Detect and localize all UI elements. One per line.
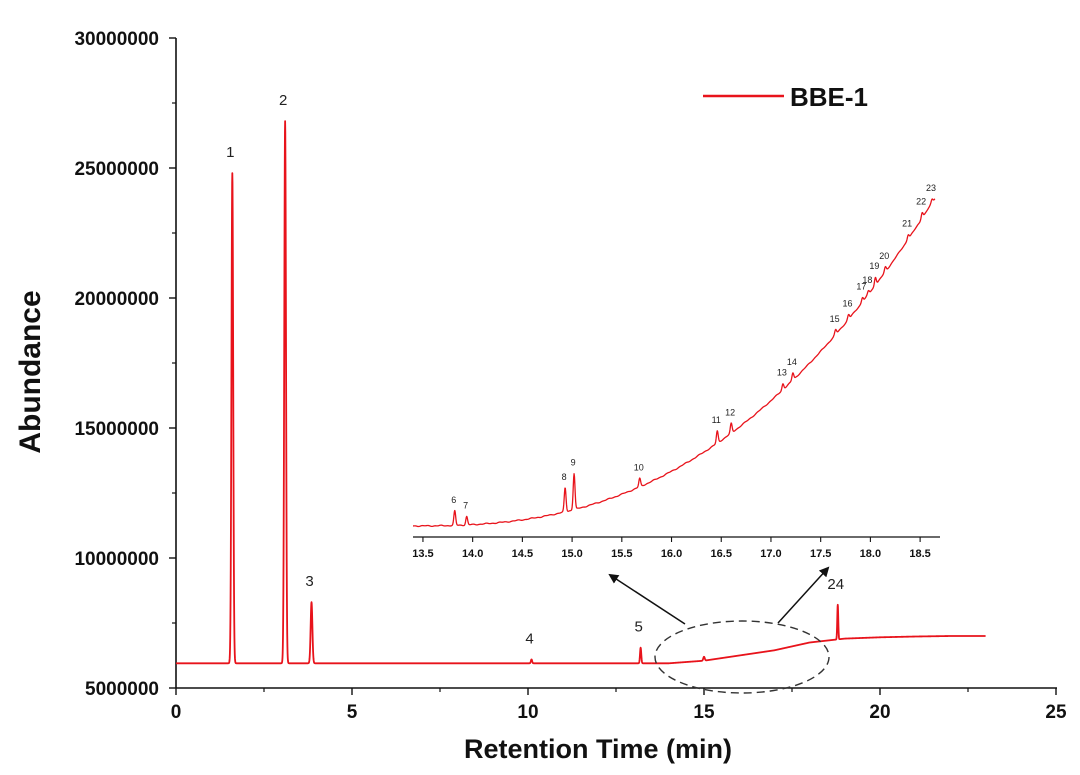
series-line-bbe-1 (175, 120, 987, 665)
inset-x-tick-label: 16.0 (661, 548, 682, 560)
inset-peak-label: 9 (571, 458, 576, 468)
inset-peak-label: 16 (843, 299, 853, 309)
inset-x-tick-label: 17.5 (810, 548, 831, 560)
x-axis-title: Retention Time (min) (464, 734, 732, 764)
inset-peak-label: 11 (712, 415, 721, 425)
zoom-arrow-right (777, 566, 830, 624)
legend: BBE-1 (703, 82, 868, 112)
inset-x-tick-label: 18.0 (860, 548, 881, 560)
inset-peak-label: 20 (879, 251, 889, 261)
zoom-region-ellipse (654, 620, 830, 694)
y-tick-label: 25000000 (74, 159, 159, 180)
main-plot: 0 5 10 15 20 25500000010000000150000002000000… (74, 29, 1067, 723)
peak-label: 3 (305, 573, 313, 590)
peak-label: 24 (827, 576, 844, 593)
inset-peak-label: 13 (777, 368, 787, 378)
inset-x-tick-label: 16.5 (711, 548, 732, 560)
inset-axis-ticks (422, 537, 921, 542)
x-tick-label: 5 (347, 702, 358, 723)
inset-tick-labels: 13.5 14.0 14.5 15.0 15.5 16.0 16.5 17.0 17.5 18.0… (412, 548, 931, 560)
inset-peak-label: 12 (725, 408, 735, 418)
y-tick-label: 15000000 (74, 419, 159, 440)
inset-x-tick-label: 15.5 (611, 548, 632, 560)
inset-peak-label: 17 (856, 281, 866, 291)
inset-peak-label: 18 (862, 275, 872, 285)
y-tick-label: 30000000 (74, 29, 159, 50)
inset-peak-label: 22 (916, 196, 926, 206)
legend-entry-bbe-1: BBE-1 (790, 82, 868, 112)
inset-x-tick-label: 15.0 (561, 548, 582, 560)
x-tick-label: 15 (693, 702, 715, 723)
main-axis-ticks (169, 37, 1057, 695)
inset-peak-label: 10 (634, 462, 644, 472)
inset-x-tick-label: 18.5 (909, 548, 930, 560)
inset-peak-label: 6 (451, 495, 456, 505)
inset-x-tick-label: 14.5 (512, 548, 533, 560)
x-tick-label: 20 (869, 702, 890, 723)
y-tick-label: 20000000 (74, 289, 159, 310)
inset-x-tick-label: 14.0 (462, 548, 483, 560)
y-axis-title: Abundance (14, 290, 47, 453)
zoom-arrow-left (608, 573, 686, 625)
inset-peak-label: 15 (830, 314, 840, 324)
peak-label: 1 (226, 144, 234, 161)
inset-x-tick-label: 13.5 (412, 548, 433, 560)
peak-label: 5 (634, 619, 642, 636)
inset-plot: 13.5 14.0 14.5 15.0 15.5 16.0 16.5 17.0 17.5 18.0… (412, 183, 940, 560)
inset-peak-label: 23 (926, 183, 936, 193)
inset-peak-label: 7 (463, 501, 468, 511)
x-tick-label: 10 (517, 702, 538, 723)
x-tick-label: 25 (1045, 702, 1067, 723)
y-tick-label: 10000000 (74, 549, 159, 570)
inset-series-line (412, 198, 936, 528)
inset-peak-label: 21 (902, 219, 912, 229)
main-tick-labels: 0 5 10 15 20 25500000010000000150000002000000… (74, 29, 1067, 723)
peak-label: 2 (279, 92, 287, 109)
inset-x-tick-label: 17.0 (760, 548, 781, 560)
peak-label: 4 (525, 630, 533, 647)
inset-peak-label: 8 (562, 472, 567, 482)
inset-peak-label: 19 (869, 261, 879, 271)
x-tick-label: 0 (171, 702, 182, 723)
y-tick-label: 5000000 (85, 679, 159, 700)
inset-peak-label: 14 (787, 357, 797, 367)
